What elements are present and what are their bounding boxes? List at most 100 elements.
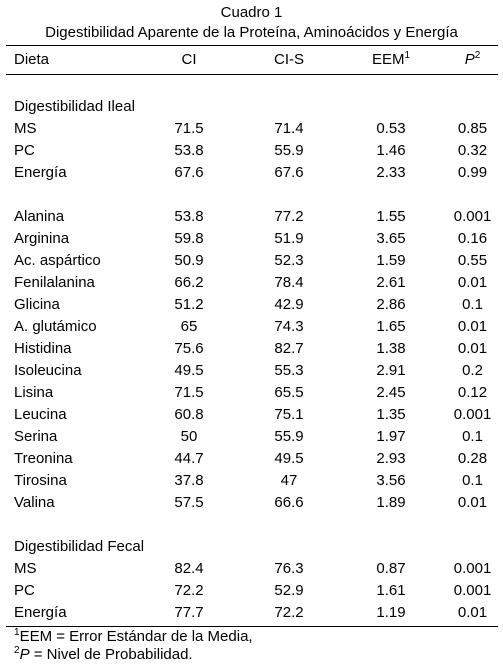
cell-p: 0.55 bbox=[457, 252, 488, 269]
table-row: Treonina 44.7 49.5 2.93 0.28 bbox=[0, 448, 503, 470]
cell-ci: 59.8 bbox=[174, 230, 204, 247]
cell-p: 0.85 bbox=[457, 120, 488, 137]
cell-cis: 66.6 bbox=[274, 494, 304, 511]
header-cis: CI-S bbox=[274, 51, 304, 68]
spacer-row bbox=[0, 184, 503, 206]
cell-ci: 71.5 bbox=[174, 384, 204, 401]
cell-p: 0.28 bbox=[457, 450, 488, 467]
section-ileal-title: Digestibilidad Ileal bbox=[14, 98, 135, 115]
cell-cis: 47 bbox=[280, 472, 298, 489]
section-row: Digestibilidad Ileal bbox=[0, 96, 503, 118]
table-row: Fenilalanina 66.2 78.4 2.61 0.01 bbox=[0, 272, 503, 294]
table-row: Glicina 51.2 42.9 2.86 0.1 bbox=[0, 294, 503, 316]
table-row: PC 53.8 55.9 1.46 0.32 bbox=[0, 140, 503, 162]
cell-ci: 75.6 bbox=[174, 340, 204, 357]
table-row: Serina 50 55.9 1.97 0.1 bbox=[0, 426, 503, 448]
cell-p: 0.1 bbox=[462, 296, 483, 313]
row-label: Tirosina bbox=[14, 472, 67, 489]
table-row: Arginina 59.8 51.9 3.65 0.16 bbox=[0, 228, 503, 250]
cell-ci: 57.5 bbox=[174, 494, 204, 511]
cell-eem: 1.59 bbox=[376, 252, 406, 269]
header-p-label: P bbox=[464, 51, 475, 68]
cell-cis: 75.1 bbox=[274, 406, 304, 423]
cell-p: 0.001 bbox=[453, 582, 492, 599]
row-label: MS bbox=[14, 560, 37, 577]
cell-p: 0.001 bbox=[453, 208, 492, 225]
row-label: Lisina bbox=[14, 384, 54, 401]
row-label: Alanina bbox=[14, 208, 65, 225]
cell-ci: 53.8 bbox=[174, 142, 204, 159]
cell-eem: 1.46 bbox=[376, 142, 406, 159]
cell-p: 0.01 bbox=[457, 340, 488, 357]
table-row: Histidina 75.6 82.7 1.38 0.01 bbox=[0, 338, 503, 360]
cell-cis: 77.2 bbox=[274, 208, 304, 225]
table-row: MS 71.5 71.4 0.53 0.85 bbox=[0, 118, 503, 140]
cell-eem: 2.33 bbox=[376, 164, 406, 181]
section-row: Digestibilidad Fecal bbox=[0, 536, 503, 558]
top-rule bbox=[6, 45, 498, 46]
row-label: Glicina bbox=[14, 296, 60, 313]
row-label: Ac. aspártico bbox=[14, 252, 101, 269]
cell-cis: 74.3 bbox=[274, 318, 304, 335]
row-label: Isoleucina bbox=[14, 362, 82, 379]
row-label: Serina bbox=[14, 428, 58, 445]
header-eem: EEM1 bbox=[340, 50, 442, 70]
table-row: Energía 77.7 72.2 1.19 0.01 bbox=[0, 602, 503, 624]
cell-p: 0.32 bbox=[457, 142, 488, 159]
cell-cis: 67.6 bbox=[274, 164, 304, 181]
cell-eem: 2.93 bbox=[376, 450, 406, 467]
cell-cis: 55.9 bbox=[274, 142, 304, 159]
table-row: Energía 67.6 67.6 2.33 0.99 bbox=[0, 162, 503, 184]
cell-cis: 49.5 bbox=[274, 450, 304, 467]
footnote-2-mark: 2 bbox=[14, 645, 20, 656]
cell-ci: 65 bbox=[180, 318, 198, 335]
cell-p: 0.01 bbox=[457, 274, 488, 291]
cell-ci: 53.8 bbox=[174, 208, 204, 225]
data-table: Digestibilidad Ileal MS 71.5 71.4 0.53 0… bbox=[0, 96, 503, 624]
cell-ci: 77.7 bbox=[174, 604, 204, 621]
table-row: PC 72.2 52.9 1.61 0.001 bbox=[0, 580, 503, 602]
footnote-1-text: EEM = Error Estándar de la Media, bbox=[19, 628, 253, 645]
cell-eem: 1.97 bbox=[376, 428, 406, 445]
cell-p: 0.2 bbox=[462, 362, 483, 379]
header-eem-footnote: 1 bbox=[404, 50, 411, 61]
header-eem-label: EEM bbox=[371, 51, 405, 68]
cell-ci: 49.5 bbox=[174, 362, 204, 379]
cell-p: 0.12 bbox=[457, 384, 488, 401]
row-label: Energía bbox=[14, 164, 67, 181]
cell-eem: 2.61 bbox=[376, 274, 406, 291]
row-label: Fenilalanina bbox=[14, 274, 95, 291]
cell-p: 0.001 bbox=[453, 406, 492, 423]
cell-cis: 72.2 bbox=[274, 604, 304, 621]
table-row: MS 82.4 76.3 0.87 0.001 bbox=[0, 558, 503, 580]
cell-eem: 1.35 bbox=[376, 406, 406, 423]
cell-cis: 78.4 bbox=[274, 274, 304, 291]
header-p-footnote: 2 bbox=[474, 50, 481, 61]
row-label: PC bbox=[14, 582, 35, 599]
cell-ci: 71.5 bbox=[174, 120, 204, 137]
table-row: Leucina 60.8 75.1 1.35 0.001 bbox=[0, 404, 503, 426]
cell-eem: 2.91 bbox=[376, 362, 406, 379]
table-row: Tirosina 37.8 47 3.56 0.1 bbox=[0, 470, 503, 492]
cell-cis: 71.4 bbox=[274, 120, 304, 137]
cell-ci: 50 bbox=[180, 428, 198, 445]
cell-cis: 82.7 bbox=[274, 340, 304, 357]
footnote-1: 1EEM = Error Estándar de la Media, bbox=[14, 628, 253, 646]
cell-cis: 52.3 bbox=[274, 252, 304, 269]
cell-eem: 1.55 bbox=[376, 208, 406, 225]
cell-p: 0.1 bbox=[462, 472, 483, 489]
cell-p: 0.1 bbox=[462, 428, 483, 445]
header-dieta: Dieta bbox=[14, 51, 50, 68]
cell-eem: 2.45 bbox=[376, 384, 406, 401]
cell-cis: 65.5 bbox=[274, 384, 304, 401]
cell-eem: 1.89 bbox=[376, 494, 406, 511]
table-row: Alanina 53.8 77.2 1.55 0.001 bbox=[0, 206, 503, 228]
table-row: Valina 57.5 66.6 1.89 0.01 bbox=[0, 492, 503, 514]
cell-cis: 52.9 bbox=[274, 582, 304, 599]
row-label: Treonina bbox=[14, 450, 73, 467]
table-row: Isoleucina 49.5 55.3 2.91 0.2 bbox=[0, 360, 503, 382]
cell-cis: 55.3 bbox=[274, 362, 304, 379]
cell-ci: 82.4 bbox=[174, 560, 204, 577]
spacer-row bbox=[0, 514, 503, 536]
row-label: PC bbox=[14, 142, 35, 159]
